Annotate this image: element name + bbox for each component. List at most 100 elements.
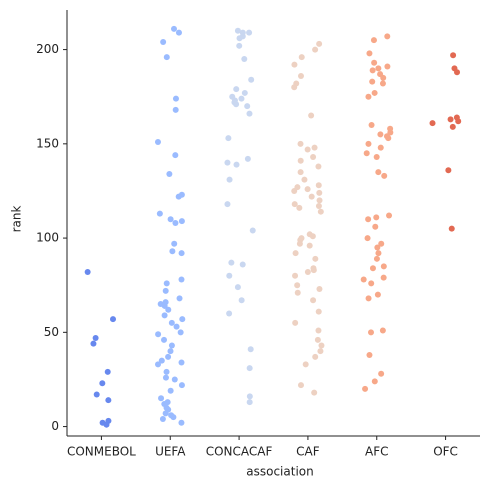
- point: [246, 365, 253, 372]
- point: [371, 89, 378, 96]
- point: [384, 63, 391, 70]
- point: [178, 218, 185, 225]
- point: [310, 297, 317, 304]
- point: [454, 69, 461, 76]
- x-tick-label: UEFA: [155, 445, 186, 459]
- point: [104, 368, 111, 375]
- point: [162, 287, 169, 294]
- point: [304, 269, 311, 276]
- point: [294, 289, 301, 296]
- point: [249, 227, 256, 234]
- point: [165, 306, 172, 313]
- point: [380, 263, 387, 270]
- point: [314, 336, 321, 343]
- x-tick-label: CONCACAF: [206, 445, 273, 459]
- point: [373, 255, 380, 262]
- point: [385, 135, 392, 142]
- point: [371, 378, 378, 385]
- point: [161, 312, 168, 319]
- point: [362, 385, 369, 392]
- point: [233, 86, 240, 93]
- point: [367, 329, 374, 336]
- point: [172, 95, 179, 102]
- point: [449, 123, 456, 130]
- point: [161, 302, 168, 309]
- point: [163, 368, 170, 375]
- point: [228, 259, 235, 266]
- point: [318, 342, 325, 349]
- point: [445, 167, 452, 174]
- point: [369, 265, 376, 272]
- y-tick-label: 150: [36, 136, 59, 150]
- point: [178, 359, 185, 366]
- point: [366, 351, 373, 358]
- point: [225, 135, 232, 142]
- point: [178, 419, 185, 426]
- point: [316, 189, 323, 196]
- point: [297, 72, 304, 79]
- point: [429, 120, 436, 127]
- point: [316, 40, 323, 47]
- point: [312, 353, 319, 360]
- x-axis-label: association: [246, 465, 313, 479]
- point: [166, 170, 173, 177]
- point: [366, 50, 373, 57]
- y-tick-label: 0: [51, 419, 59, 433]
- point: [365, 216, 372, 223]
- point: [238, 95, 245, 102]
- point: [378, 240, 385, 247]
- point: [155, 331, 162, 338]
- point: [374, 291, 381, 298]
- point: [84, 269, 91, 276]
- point: [162, 410, 169, 417]
- point: [315, 163, 322, 170]
- point: [160, 39, 167, 46]
- point: [92, 334, 99, 341]
- point: [167, 348, 174, 355]
- point: [298, 54, 305, 61]
- point: [309, 233, 316, 240]
- point: [236, 42, 243, 49]
- point: [172, 220, 179, 226]
- point: [381, 172, 388, 179]
- point: [312, 255, 319, 262]
- point: [292, 250, 299, 257]
- point: [374, 244, 381, 251]
- point: [297, 382, 304, 389]
- point: [226, 176, 233, 183]
- point: [378, 370, 385, 377]
- x-tick-label: OFC: [433, 445, 458, 459]
- y-axis-label: rank: [10, 206, 24, 233]
- point: [292, 272, 299, 279]
- point: [177, 329, 184, 336]
- point: [291, 61, 298, 68]
- point: [226, 272, 233, 279]
- point: [241, 89, 248, 96]
- point: [304, 146, 311, 153]
- point: [246, 393, 253, 400]
- point: [291, 187, 298, 194]
- point: [291, 201, 298, 208]
- point: [291, 84, 298, 91]
- point: [301, 176, 308, 183]
- point: [238, 297, 245, 304]
- point: [297, 169, 304, 176]
- point: [365, 93, 372, 100]
- point: [179, 316, 186, 323]
- point: [292, 319, 299, 326]
- point: [365, 140, 372, 147]
- point: [233, 101, 240, 108]
- y-tick-label: 100: [36, 231, 59, 245]
- point: [375, 250, 382, 257]
- point: [159, 416, 166, 423]
- point: [316, 197, 323, 204]
- point: [310, 267, 317, 274]
- point: [377, 131, 384, 138]
- point: [175, 29, 182, 36]
- point: [369, 78, 376, 85]
- x-tick-label: CAF: [296, 445, 320, 459]
- point: [368, 280, 375, 287]
- point: [365, 295, 372, 302]
- point: [373, 214, 380, 221]
- point: [158, 395, 165, 402]
